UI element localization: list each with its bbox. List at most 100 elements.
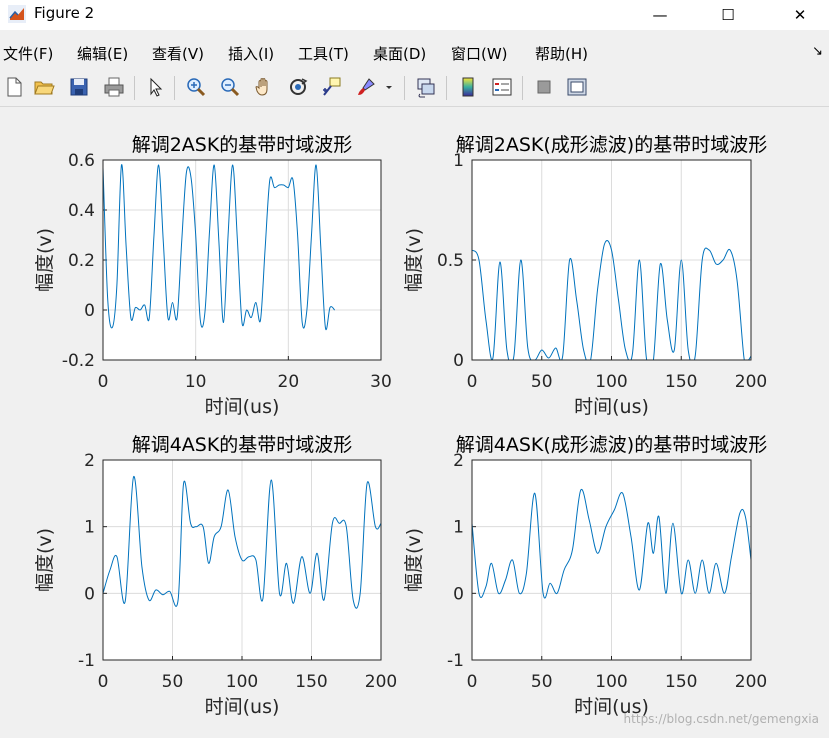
print-icon[interactable] (100, 73, 128, 101)
menu-window[interactable]: 窗口(W) (451, 45, 508, 63)
pan-hand-icon[interactable] (250, 73, 278, 101)
y-tick-label: 0.4 (68, 201, 95, 221)
x-tick-label: 50 (531, 372, 553, 392)
x-tick-label: 30 (370, 372, 392, 392)
x-tick-label: 50 (531, 672, 553, 692)
x-tick-label: 200 (735, 372, 767, 392)
y-axis-label: 幅度(v) (403, 528, 425, 592)
x-axis-label: 时间(us) (205, 396, 280, 418)
chart-title: 解调4ASK(成形滤波)的基带时域波形 (456, 434, 767, 456)
x-tick-label: 20 (278, 372, 300, 392)
menu-view[interactable]: 查看(V) (152, 45, 204, 63)
menu-help[interactable]: 帮助(H) (535, 45, 588, 63)
x-tick-label: 0 (467, 672, 478, 692)
menu-overflow-icon[interactable]: ↘ (812, 44, 823, 59)
menu-desktop[interactable]: 桌面(D) (373, 45, 427, 63)
zoom-out-icon[interactable] (216, 73, 244, 101)
minimize-icon: — (652, 6, 668, 24)
x-tick-label: 200 (735, 672, 767, 692)
x-tick-label: 100 (595, 372, 627, 392)
maximize-icon: ☐ (721, 6, 735, 24)
y-tick-label: 0 (84, 301, 95, 321)
y-tick-label: 1 (453, 151, 464, 171)
x-tick-label: 150 (665, 672, 697, 692)
window-title: Figure 2 (34, 4, 95, 22)
y-tick-label: 2 (84, 451, 95, 471)
subplots-svg: 0 10 20 30-0.200.20.40.6解调2ASK的基带时域波形时间(us)… (34, 134, 767, 718)
y-tick-label: 0 (453, 351, 464, 371)
axes-frame (471, 459, 752, 661)
series-line (103, 476, 381, 609)
menu-edit[interactable]: 编辑(E) (77, 45, 129, 63)
y-tick-label: 0 (84, 584, 95, 604)
menu-bar: 文件(F) 编辑(E) 查看(V) 插入(I) 工具(T) 桌面(D) 窗口(W… (0, 38, 829, 66)
close-button[interactable]: ✕ (777, 0, 823, 30)
legend-icon[interactable] (488, 73, 516, 101)
new-figure-icon[interactable] (0, 73, 28, 101)
y-axis-label: 幅度(v) (403, 228, 425, 292)
x-tick-label: 200 (365, 672, 397, 692)
y-tick-label: 0.5 (437, 251, 464, 271)
x-axis-label: 时间(us) (205, 696, 280, 718)
close-icon: ✕ (793, 6, 807, 24)
y-tick-label: 2 (453, 451, 464, 471)
menu-insert[interactable]: 插入(I) (228, 45, 275, 63)
y-tick-label: 0.2 (68, 251, 95, 271)
pointer-icon[interactable] (141, 73, 169, 101)
x-axis-label: 时间(us) (574, 696, 649, 718)
link-plot-icon[interactable] (412, 73, 440, 101)
series-line (103, 164, 336, 331)
x-tick-label: 100 (595, 672, 627, 692)
toolbar-separator (446, 76, 447, 100)
minimize-button[interactable]: — (637, 0, 683, 30)
brush-icon[interactable] (352, 73, 380, 101)
axes-frame (471, 159, 752, 361)
matlab-app-icon (8, 5, 26, 23)
figure-toolbar (0, 70, 829, 107)
axes-frame (102, 459, 382, 661)
zoom-in-icon[interactable] (182, 73, 210, 101)
menu-tools[interactable]: 工具(T) (298, 45, 349, 63)
y-tick-label: 1 (84, 518, 95, 538)
chart-title: 解调2ASK的基带时域波形 (132, 134, 353, 156)
y-axis-label: 幅度(v) (34, 528, 56, 592)
save-icon[interactable] (65, 73, 93, 101)
y-tick-label: -0.2 (62, 351, 95, 371)
chart-title: 解调2ASK(成形滤波)的基带时域波形 (456, 134, 767, 156)
x-tick-label: 0 (467, 372, 478, 392)
x-tick-label: 50 (162, 672, 184, 692)
colorbar-icon[interactable] (454, 73, 482, 101)
chart-title: 解调4ASK的基带时域波形 (132, 434, 353, 456)
x-tick-label: 150 (295, 672, 327, 692)
data-cursor-icon[interactable] (318, 73, 346, 101)
hide-plot-tools-icon[interactable] (530, 73, 558, 101)
y-tick-label: 0.6 (68, 151, 95, 171)
y-tick-label: 0 (453, 584, 464, 604)
axes-frame (102, 159, 382, 361)
maximize-button[interactable]: ☐ (705, 0, 751, 30)
y-tick-label: -1 (447, 651, 464, 671)
brush-dropdown-icon[interactable] (382, 73, 396, 101)
open-file-icon[interactable] (30, 73, 58, 101)
x-tick-label: 0 (98, 672, 109, 692)
x-tick-label: 0 (98, 372, 109, 392)
x-tick-label: 10 (185, 372, 207, 392)
toolbar-separator (404, 76, 405, 100)
toolbar-separator (174, 76, 175, 100)
x-tick-label: 100 (226, 672, 258, 692)
y-axis-label: 幅度(v) (34, 228, 56, 292)
watermark: https://blog.csdn.net/gemengxia (623, 712, 819, 726)
window-titlebar: Figure 2 — ☐ ✕ (0, 0, 829, 30)
y-tick-label: -1 (78, 651, 95, 671)
menu-file[interactable]: 文件(F) (3, 45, 54, 63)
series-line (472, 240, 751, 360)
series-line (472, 488, 751, 599)
show-plot-tools-icon[interactable] (563, 73, 591, 101)
x-axis-label: 时间(us) (574, 396, 649, 418)
x-tick-label: 150 (665, 372, 697, 392)
toolbar-separator (522, 76, 523, 100)
toolbar-separator (134, 76, 135, 100)
figure-canvas: 0 10 20 30 -0.2 0 0.2 0.4 0.6 解调2ASK的基带时域波形 时间(us)… (0, 107, 829, 734)
rotate-3d-icon[interactable] (284, 73, 312, 101)
y-tick-label: 1 (453, 518, 464, 538)
